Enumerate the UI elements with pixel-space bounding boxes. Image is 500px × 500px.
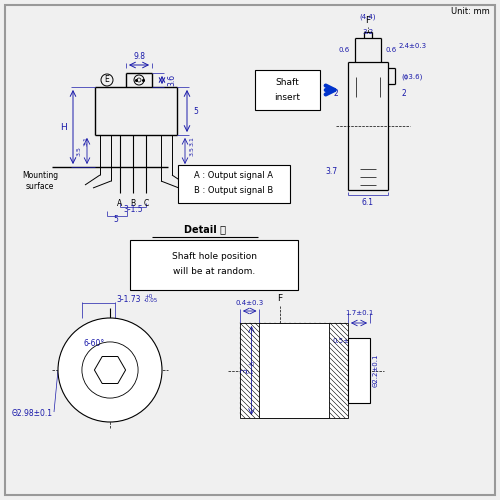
Text: 0.6: 0.6 <box>386 47 397 53</box>
Bar <box>240 323 348 418</box>
Text: F: F <box>278 294 282 303</box>
Text: Θ2.2±0.1: Θ2.2±0.1 <box>373 354 379 387</box>
Text: 0.6: 0.6 <box>339 47 350 53</box>
Text: 9.8: 9.8 <box>133 52 145 61</box>
Text: (ϕ3.6): (ϕ3.6) <box>401 74 422 80</box>
Text: 2: 2 <box>333 90 338 98</box>
Text: E: E <box>104 76 110 84</box>
Text: 6.1: 6.1 <box>362 198 374 207</box>
Text: 2.4±0.3: 2.4±0.3 <box>399 43 427 49</box>
Text: A : Output signal A
B : Output signal B: A : Output signal A B : Output signal B <box>194 171 274 195</box>
Bar <box>348 338 370 403</box>
Text: (4.4): (4.4) <box>360 14 376 20</box>
Text: -0.1: -0.1 <box>245 370 254 375</box>
Text: 3.1: 3.1 <box>84 136 89 146</box>
Text: +0: +0 <box>247 362 254 367</box>
Text: -0.05: -0.05 <box>144 298 158 304</box>
Text: 0.4±0.3: 0.4±0.3 <box>236 300 264 306</box>
Text: 3.1: 3.1 <box>190 136 195 146</box>
Text: 3: 3 <box>240 368 250 373</box>
Bar <box>255 70 320 110</box>
Bar <box>260 323 328 418</box>
Text: 5: 5 <box>193 106 198 116</box>
Text: Shaft
insert: Shaft insert <box>274 78 300 102</box>
Text: 6-60°: 6-60° <box>84 340 104 348</box>
Text: 3-1.5: 3-1.5 <box>123 206 143 214</box>
Text: B: B <box>130 199 136 208</box>
Text: A: A <box>118 199 122 208</box>
Text: 3.7: 3.7 <box>326 168 338 176</box>
Text: F: F <box>366 16 370 25</box>
Circle shape <box>58 318 162 422</box>
Bar <box>130 240 298 290</box>
Text: H: H <box>60 122 67 132</box>
Text: Θ2.98±0.1: Θ2.98±0.1 <box>12 410 53 418</box>
Text: 3.6: 3.6 <box>167 74 176 86</box>
Text: Detail Ⓔ: Detail Ⓔ <box>184 224 226 234</box>
Text: 3-1.73: 3-1.73 <box>116 294 140 304</box>
Text: Shaft hole position
will be at random.: Shaft hole position will be at random. <box>172 252 256 276</box>
Text: +0: +0 <box>144 294 152 298</box>
Text: 2: 2 <box>402 90 407 98</box>
Text: C: C <box>144 199 148 208</box>
Text: 0.5±0.1: 0.5±0.1 <box>332 338 361 344</box>
Text: 5: 5 <box>114 214 118 224</box>
Text: 3.5: 3.5 <box>77 146 82 156</box>
Text: 1.7±0.1: 1.7±0.1 <box>345 310 373 316</box>
Text: 3.5: 3.5 <box>190 146 195 156</box>
Bar <box>178 165 290 203</box>
Text: Mounting
surface: Mounting surface <box>22 172 58 190</box>
Text: 3.2: 3.2 <box>362 29 374 35</box>
Text: Unit: mm: Unit: mm <box>451 7 490 16</box>
